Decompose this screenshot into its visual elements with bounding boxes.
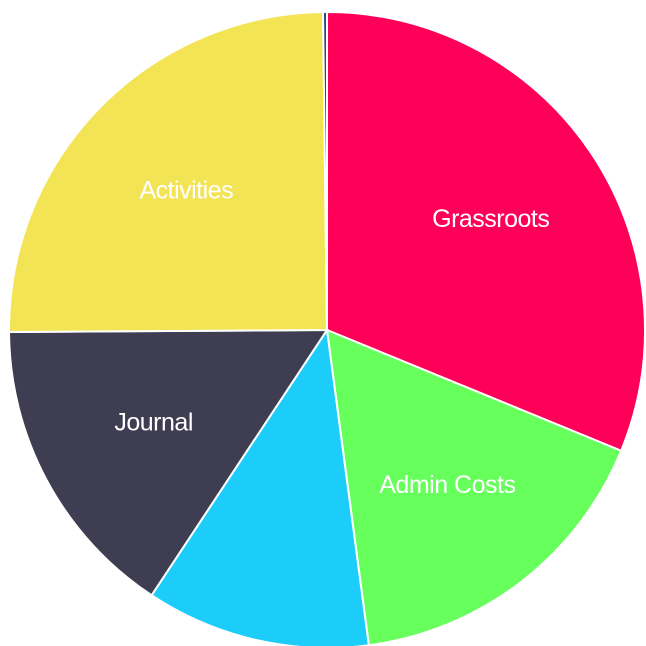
pie-slice-unlabeled-2 — [150, 327, 370, 646]
slice-label-grassroots: Grassroots — [432, 205, 549, 233]
pie-slice-grassroots — [326, 10, 646, 453]
pie-slices — [8, 10, 646, 646]
pie-slice-activities — [8, 11, 329, 334]
pie-slice-journal — [8, 328, 329, 597]
slice-label-activities: Activities — [139, 177, 233, 205]
pie-slice-unlabeled-5 — [321, 10, 328, 331]
pie-slice-admin-costs — [325, 328, 623, 646]
slice-label-admin-costs: Admin Costs — [379, 471, 515, 499]
pie-labels: Grassroots Admin Costs Journal Activities — [114, 177, 550, 499]
slice-label-journal: Journal — [114, 409, 193, 437]
